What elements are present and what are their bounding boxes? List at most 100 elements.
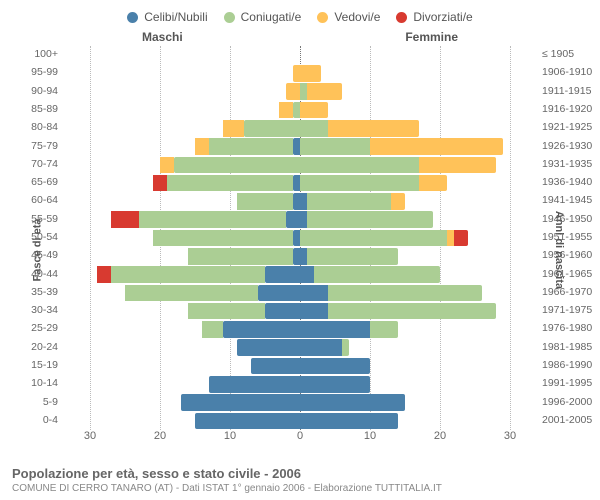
segment [300, 358, 370, 374]
segment [188, 303, 265, 319]
segment [391, 193, 405, 209]
pyramid-row [62, 413, 538, 429]
age-label: 35-39 [2, 286, 58, 298]
segment [370, 321, 398, 337]
birth-label: ≤ 1905 [542, 48, 598, 60]
birth-label: 1991-1995 [542, 377, 598, 389]
segment [111, 211, 139, 227]
segment [300, 157, 419, 173]
pyramid-row [62, 285, 538, 301]
pyramid-row [62, 303, 538, 319]
segment [209, 138, 293, 154]
legend-swatch-vedovi [317, 12, 328, 23]
segment [300, 230, 447, 246]
segment [293, 138, 300, 154]
age-label: 60-64 [2, 194, 58, 206]
segment [111, 266, 265, 282]
birth-label: 1916-1920 [542, 103, 598, 115]
segment [454, 230, 468, 246]
segment [153, 230, 293, 246]
segment [251, 358, 300, 374]
x-tick: 30 [504, 430, 516, 442]
age-label: 30-34 [2, 304, 58, 316]
pyramid-row [62, 138, 538, 154]
bar-male [62, 47, 300, 63]
birth-label: 1981-1985 [542, 341, 598, 353]
segment [300, 339, 342, 355]
bar-female [300, 303, 538, 319]
age-label: 50-54 [2, 231, 58, 243]
segment [307, 83, 342, 99]
segment [195, 138, 209, 154]
legend-label: Vedovi/e [334, 10, 380, 24]
pyramid-row [62, 47, 538, 63]
legend: Celibi/Nubili Coniugati/e Vedovi/e Divor… [10, 10, 590, 24]
label-femmine: Femmine [405, 30, 458, 44]
x-tick: 20 [434, 430, 446, 442]
legend-swatch-divorziati [396, 12, 407, 23]
bar-female [300, 65, 538, 81]
bar-male [62, 303, 300, 319]
segment [370, 138, 503, 154]
segment [167, 175, 293, 191]
segment [307, 248, 398, 264]
legend-swatch-coniugati [224, 12, 235, 23]
bar-female [300, 230, 538, 246]
legend-item: Coniugati/e [224, 10, 302, 24]
segment [153, 175, 167, 191]
age-label: 95-99 [2, 66, 58, 78]
segment [293, 65, 300, 81]
segment [300, 266, 314, 282]
segment [307, 193, 391, 209]
birth-label: 1956-1960 [542, 249, 598, 261]
segment [300, 138, 370, 154]
x-tick: 10 [224, 430, 236, 442]
bar-male [62, 394, 300, 410]
bar-female [300, 248, 538, 264]
bar-female [300, 285, 538, 301]
legend-swatch-celibi [127, 12, 138, 23]
age-label: 55-59 [2, 213, 58, 225]
bar-female [300, 211, 538, 227]
segment [307, 211, 433, 227]
legend-label: Divorziati/e [413, 10, 472, 24]
x-axis: 3020100102030 [62, 430, 538, 444]
segment [258, 285, 300, 301]
segment [97, 266, 111, 282]
segment [293, 248, 300, 264]
bar-female [300, 83, 538, 99]
segment [139, 211, 286, 227]
bar-female [300, 376, 538, 392]
birth-label: 1951-1955 [542, 231, 598, 243]
bar-male [62, 413, 300, 429]
pyramid-row [62, 193, 538, 209]
segment [314, 266, 440, 282]
age-label: 70-74 [2, 158, 58, 170]
bar-male [62, 83, 300, 99]
age-label: 85-89 [2, 103, 58, 115]
bar-male [62, 230, 300, 246]
bar-female [300, 193, 538, 209]
label-maschi: Maschi [142, 30, 183, 44]
chart-title: Popolazione per età, sesso e stato civil… [12, 466, 588, 481]
bar-male [62, 193, 300, 209]
segment [300, 193, 307, 209]
segment [300, 285, 328, 301]
pyramid-row [62, 65, 538, 81]
segment [125, 285, 258, 301]
bar-female [300, 120, 538, 136]
bar-female [300, 358, 538, 374]
segment [300, 83, 307, 99]
bar-male [62, 138, 300, 154]
bar-male [62, 65, 300, 81]
birth-label: 2001-2005 [542, 414, 598, 426]
bar-female [300, 321, 538, 337]
segment [300, 102, 328, 118]
birth-label: 1936-1940 [542, 176, 598, 188]
age-label: 100+ [2, 48, 58, 60]
gender-labels: Maschi Femmine [62, 30, 538, 44]
pyramid-row [62, 102, 538, 118]
age-label: 0-4 [2, 414, 58, 426]
birth-label: 1911-1915 [542, 85, 598, 97]
age-label: 10-14 [2, 377, 58, 389]
